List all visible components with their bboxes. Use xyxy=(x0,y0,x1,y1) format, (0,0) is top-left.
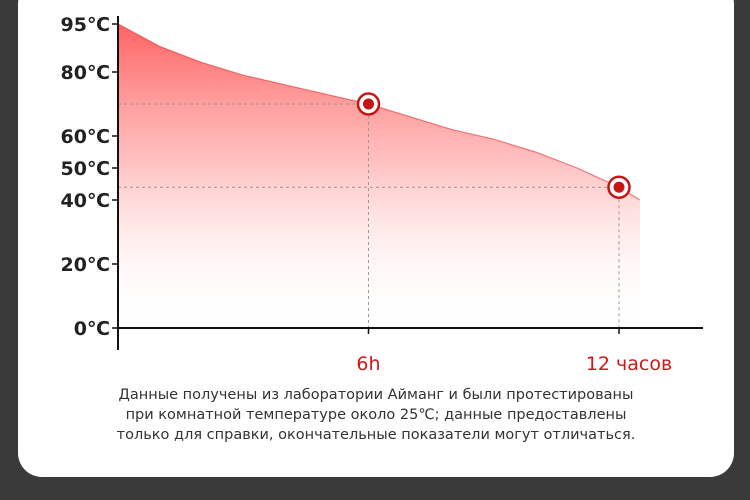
y-tick-labels: 0℃ 20℃ 40℃ 50℃ 60℃ 80℃ 95℃ xyxy=(61,14,110,340)
x-tick-labels: 6h 12 часов xyxy=(356,353,672,375)
markers xyxy=(356,92,631,199)
y-tick-label: 50℃ xyxy=(61,158,110,180)
temperature-chart: 0℃ 20℃ 40℃ 50℃ 60℃ 80℃ 95℃ 6h 12 часов xyxy=(61,14,703,375)
y-tick-label: 0℃ xyxy=(74,318,110,340)
footnote-line-3: только для справки, окончательные показа… xyxy=(116,427,636,443)
x-tick-label: 6h xyxy=(356,353,380,375)
area-layer xyxy=(117,23,641,328)
y-tick-label: 40℃ xyxy=(61,190,110,212)
y-tick-label: 95℃ xyxy=(61,14,110,36)
axes xyxy=(112,16,703,350)
series-line xyxy=(117,23,641,201)
footnote-line-2: при комнатной температуре около 25℃; дан… xyxy=(125,407,627,423)
point-marker-dot-1 xyxy=(363,98,374,110)
y-tick-label: 60℃ xyxy=(61,126,110,148)
guide-lines xyxy=(118,103,620,328)
y-tick-label: 80℃ xyxy=(61,62,110,84)
footnote-line-1: Данные получены из лаборатории Айманг и … xyxy=(118,387,634,403)
x-tick-label: 12 часов xyxy=(586,353,672,375)
y-tick-label: 20℃ xyxy=(61,254,110,276)
area-fill xyxy=(118,24,640,328)
point-marker-dot-2 xyxy=(613,181,625,193)
footnote: Данные получены из лаборатории Айманг и … xyxy=(18,385,734,445)
chart-card: 0℃ 20℃ 40℃ 50℃ 60℃ 80℃ 95℃ 6h 12 часов Данные п… xyxy=(18,0,734,477)
